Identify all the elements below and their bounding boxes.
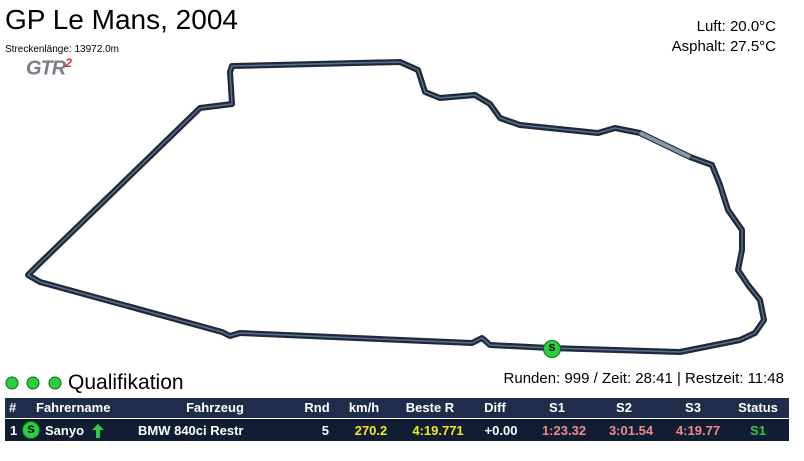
- table-header: [5, 398, 789, 418]
- driver-icon: [92, 424, 104, 438]
- col-header: Beste R: [405, 400, 455, 415]
- asphalt-temp: Asphalt: 27.5°C: [671, 38, 776, 55]
- laps: 5: [321, 423, 329, 438]
- session-name: Qualifikation: [68, 371, 184, 394]
- arrow: [92, 424, 104, 438]
- logo-text: GTR: [26, 57, 66, 80]
- light: [5, 376, 19, 390]
- car: BMW 840ci Restr: [138, 423, 244, 438]
- position: 1: [10, 423, 18, 438]
- session-status: Runden: 999 / Zeit: 28:41 | Restzeit: 11…: [503, 370, 784, 387]
- col-header: Status: [738, 400, 778, 415]
- sector-3: 4:19.77: [675, 423, 721, 438]
- air-temp: Luft: 20.0°C: [696, 18, 776, 35]
- best-lap: 4:19.771: [412, 423, 464, 438]
- col-header: Rnd: [304, 400, 330, 415]
- pit-lane: [639, 131, 691, 159]
- status-lights: [5, 376, 62, 390]
- status: S1: [750, 423, 766, 438]
- table-row[interactable]: [5, 419, 789, 441]
- diff: +0.00: [484, 423, 518, 438]
- driver-name: Sanyo: [45, 423, 85, 438]
- title: GP Le Mans, 2004: [5, 4, 238, 35]
- driver-marker: S: [22, 421, 40, 439]
- light: [26, 376, 40, 390]
- light: [48, 376, 62, 390]
- col-header: S3: [685, 400, 701, 415]
- col-header: S1: [549, 400, 565, 415]
- col-header: Fahrername: [36, 400, 111, 415]
- logo-sup: 2: [65, 56, 72, 70]
- col-header: Diff: [484, 400, 506, 415]
- speed: 270.2: [354, 423, 388, 438]
- track-centerline: [27, 61, 765, 353]
- col-header: #: [9, 400, 17, 415]
- col-header: Fahrzeug: [186, 400, 244, 415]
- track-map: [25, 59, 767, 355]
- logo: GTR2: [26, 56, 72, 81]
- col-header: km/h: [348, 400, 380, 415]
- track-length: Streckenlänge: 13972.0m: [5, 44, 119, 55]
- sector-2: 3:01.54: [608, 423, 654, 438]
- car-marker[interactable]: S: [543, 340, 561, 358]
- sector-1: 1:23.32: [541, 423, 587, 438]
- col-header: S2: [616, 400, 632, 415]
